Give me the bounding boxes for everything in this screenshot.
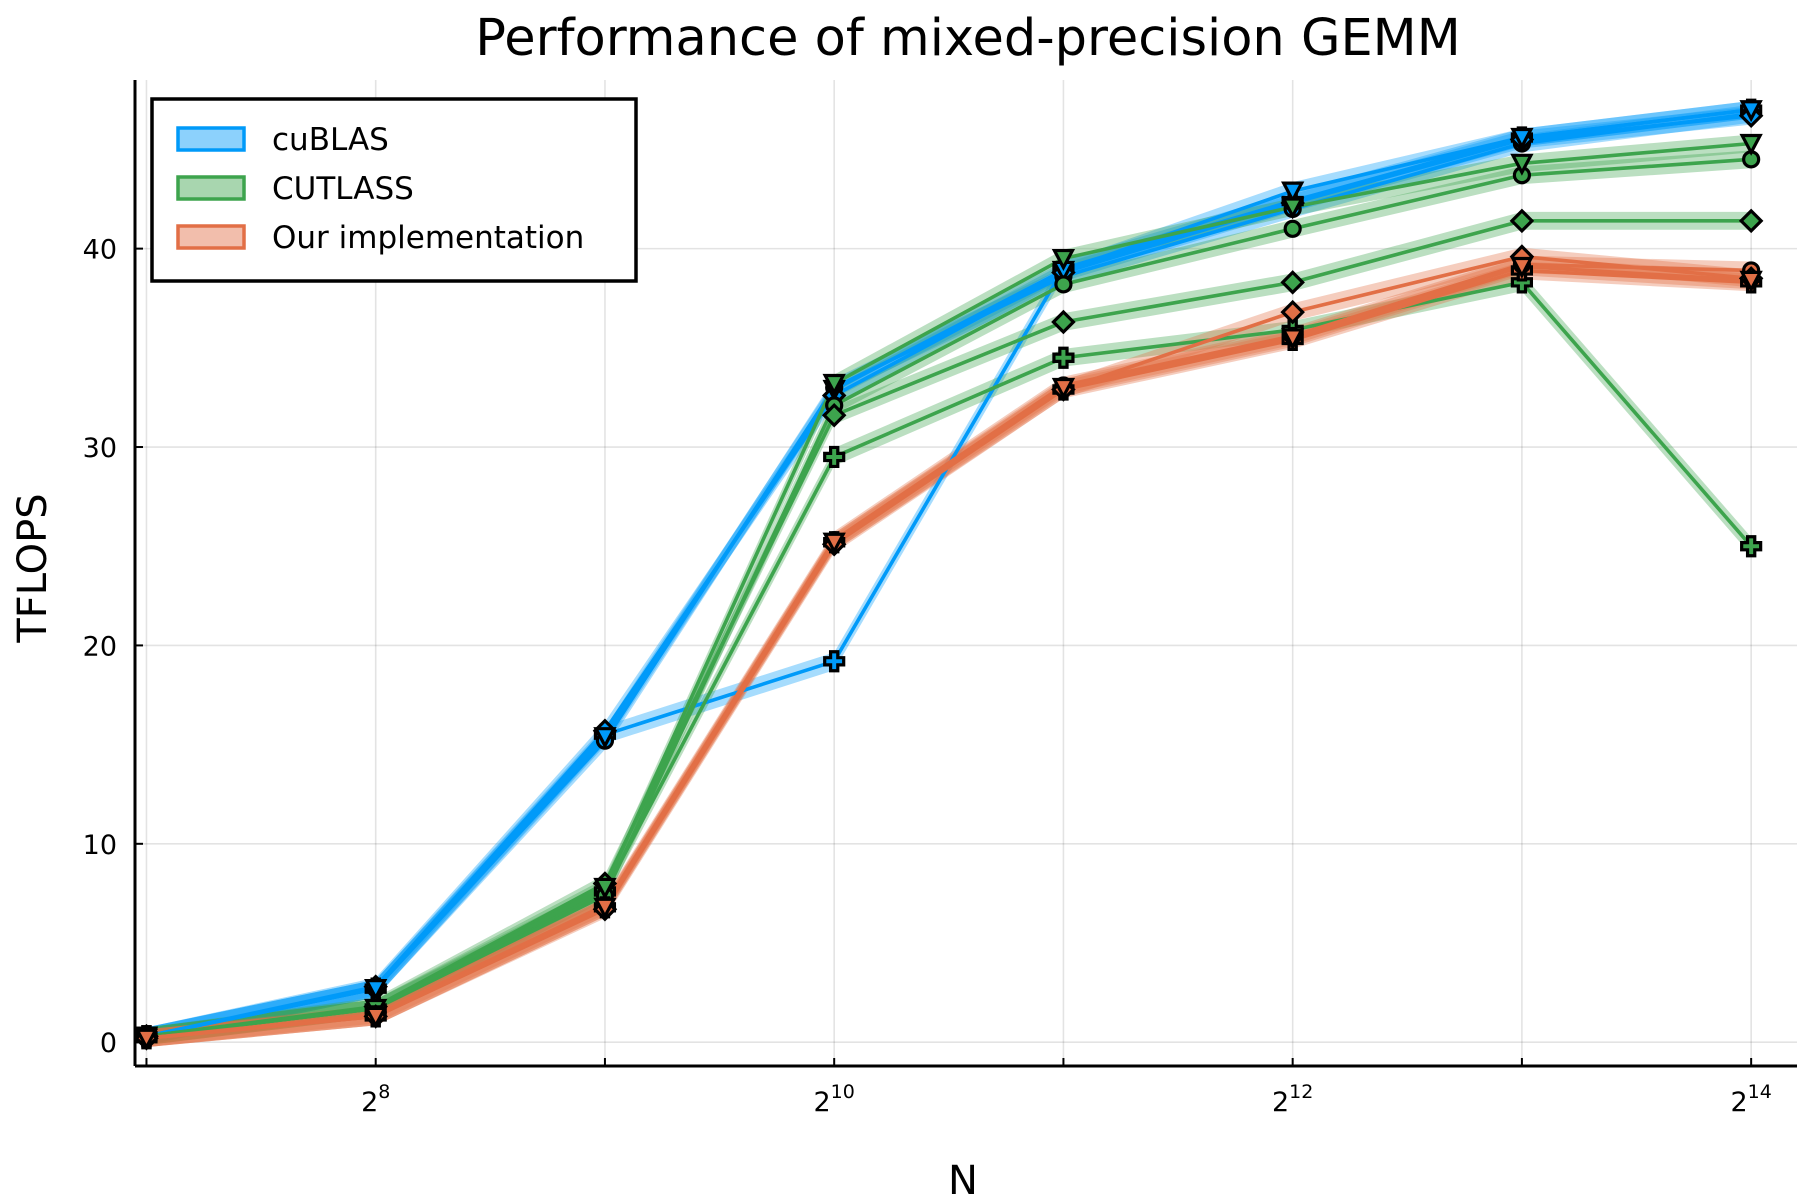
legend-swatch	[176, 224, 246, 250]
series-band	[146, 261, 1752, 1048]
data-point	[1281, 328, 1305, 351]
y-tick-label: 10	[83, 830, 117, 861]
series-band	[146, 104, 1752, 1046]
data-point	[134, 1028, 159, 1051]
series-line	[146, 262, 1752, 1041]
data-point	[1051, 248, 1076, 271]
data-point	[1509, 208, 1535, 234]
series-line	[146, 264, 1752, 1041]
data-point	[822, 373, 846, 396]
series-line	[146, 268, 1752, 1041]
data-point	[1281, 197, 1305, 220]
y-tick-label: 0	[100, 1028, 117, 1059]
legend-swatch	[176, 126, 246, 152]
series-line	[146, 280, 1753, 1039]
y-tick-label: 30	[83, 433, 117, 464]
legend-label: CUTLASS	[272, 171, 414, 207]
series-lines	[146, 107, 1753, 1041]
data-point	[1281, 181, 1305, 204]
x-tick-label: 214	[1730, 1081, 1771, 1118]
data-point	[1739, 270, 1763, 293]
data-point	[1054, 275, 1073, 294]
axes: 0 10 20 30 40 28 210 212 214	[83, 80, 1797, 1118]
y-tick-label: 20	[83, 631, 117, 662]
data-point	[1510, 127, 1534, 150]
data-point	[1739, 100, 1763, 123]
data-point	[593, 897, 617, 920]
series-band	[146, 273, 1752, 1046]
x-tick-label: 210	[813, 1081, 854, 1118]
data-point	[1280, 299, 1305, 325]
series-line	[146, 141, 1752, 1039]
data-point	[1740, 535, 1763, 558]
data-point	[1739, 133, 1763, 156]
data-point	[823, 650, 846, 673]
data-point	[1283, 219, 1302, 238]
data-point	[593, 877, 617, 900]
data-point	[1051, 309, 1076, 335]
series-band	[146, 134, 1752, 1046]
data-point	[822, 532, 846, 555]
x-tick-label: 28	[361, 1081, 390, 1118]
data-point	[364, 979, 388, 1002]
series-line	[146, 107, 1752, 1039]
data-point	[1052, 346, 1075, 369]
chart-title: Performance of mixed-precision GEMM	[475, 9, 1460, 68]
data-point	[1051, 377, 1076, 400]
legend-label: cuBLAS	[272, 122, 389, 158]
data-point	[1738, 208, 1764, 234]
legend-label: Our implementation	[272, 220, 584, 256]
legend: cuBLAS CUTLASS Our implementation	[150, 97, 638, 283]
data-point	[364, 1006, 388, 1029]
legend-swatch	[176, 175, 246, 201]
y-axis-label: TFLOPS	[10, 493, 56, 643]
series-markers	[134, 98, 1764, 1051]
data-point	[1280, 270, 1305, 295]
data-point	[1510, 256, 1534, 279]
x-axis-label: N	[948, 1158, 978, 1200]
series-line	[146, 219, 1752, 1039]
data-point	[593, 727, 617, 750]
confidence-bands	[146, 100, 1752, 1048]
y-tick-label: 40	[83, 235, 117, 266]
data-point	[823, 445, 846, 469]
data-point	[821, 403, 847, 428]
data-point	[1510, 153, 1534, 176]
x-tick-label: 212	[1272, 1081, 1313, 1118]
